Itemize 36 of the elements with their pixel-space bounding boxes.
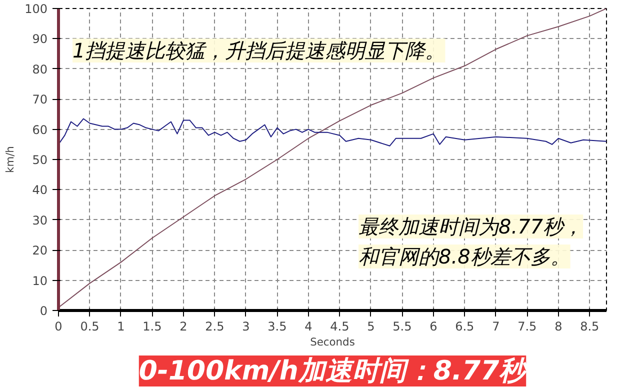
y-tick-label: 90 — [32, 32, 48, 46]
x-tick-label: 1 — [117, 320, 125, 334]
y-tick-label: 50 — [32, 153, 48, 167]
x-tick-label: 5 — [367, 320, 375, 334]
annotation: 和官网的8.8秒差不多。 — [358, 244, 570, 268]
x-tick-label: 6.5 — [455, 320, 474, 334]
x-tick-label: 0 — [54, 320, 62, 334]
y-tick-label: 80 — [32, 62, 48, 76]
annotation: 1挡提速比较猛，升挡后提速感明显下降。 — [72, 38, 446, 62]
x-tick-label: 2.5 — [205, 320, 224, 334]
x-tick-label: 1.5 — [142, 320, 162, 334]
line-series — [58, 8, 606, 308]
y-tick-label: 60 — [32, 122, 48, 137]
x-axis-title: Seconds — [310, 336, 356, 348]
line-series — [58, 118, 606, 146]
y-tick-label: 20 — [32, 244, 48, 258]
x-tick-label: 8 — [554, 320, 562, 334]
x-tick-label: 7 — [492, 320, 500, 334]
y-tick-label: 10 — [32, 274, 48, 288]
x-tick-label: 0.5 — [80, 320, 100, 334]
x-tick-label: 4 — [304, 320, 312, 334]
x-tick-label: 4.5 — [330, 320, 350, 334]
x-tick-label: 7.5 — [518, 320, 537, 334]
annotation: 最终加速时间为8.77秒， — [358, 214, 584, 238]
y-tick-label: 0 — [40, 304, 48, 318]
y-axis-title: km/h — [4, 146, 17, 173]
y-tick-label: 40 — [32, 183, 48, 198]
x-tick-label: 2 — [180, 320, 188, 334]
x-tick-label: 8.5 — [580, 320, 600, 334]
y-tick-label: 100 — [24, 2, 48, 16]
y-tick-label: 30 — [32, 213, 48, 228]
x-tick-label: 3 — [242, 320, 250, 334]
y-tick-label: 70 — [32, 92, 48, 107]
x-tick-label: 5.5 — [392, 320, 412, 334]
x-tick-label: 6 — [430, 320, 438, 334]
x-tick-label: 3.5 — [268, 320, 287, 334]
